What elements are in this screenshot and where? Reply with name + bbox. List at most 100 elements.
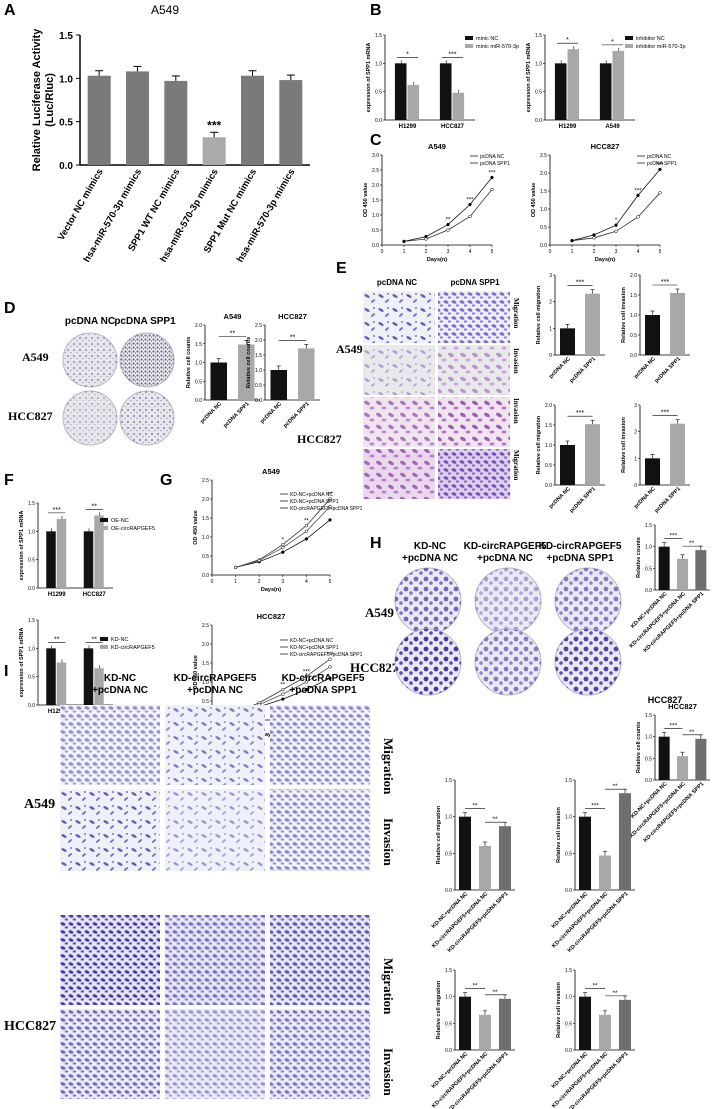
a-ylabel-line: Relative Luciferase Activity — [31, 28, 43, 172]
i2-bar — [619, 793, 631, 890]
d1-ytick-label: 2.0 — [195, 323, 202, 329]
h1-bar — [658, 546, 670, 590]
g1-ytick-label: 0.5 — [202, 554, 209, 560]
d-colony-plates — [62, 332, 175, 446]
g1-legend-label: KD-NC+pcDNA SPP1 — [290, 499, 339, 505]
c2-series-line — [571, 192, 661, 242]
h2-title: HCC827 — [668, 702, 697, 711]
i-col-header-3: KD-circRAPGEF5 +pcDNA SPP1 — [281, 673, 365, 696]
i-side-label-1: Migration — [381, 738, 396, 795]
b2-category-label: A549 — [605, 124, 620, 130]
f1-bar — [94, 515, 104, 588]
e4-category-label: pcDNA SPP1 — [654, 486, 682, 514]
g2-sig: *** — [303, 669, 311, 675]
g2-point — [304, 674, 309, 678]
i3-ylabel: Relative cell migration — [436, 980, 442, 1039]
f2-sig: ** — [54, 636, 60, 643]
panel-label-f: F — [4, 472, 14, 489]
c2-xtick-label: 1 — [571, 249, 574, 255]
d2-category-label: pcDNA NC — [259, 401, 283, 425]
c1-sig: *** — [466, 198, 474, 204]
e1-ytick-label: 0 — [549, 353, 552, 359]
c2-sig: *** — [656, 162, 664, 168]
i2-ytick-label: 0.5 — [565, 851, 572, 857]
e1-ytick-label: 2 — [549, 300, 552, 306]
b1-ytick-label: 1.0 — [375, 61, 382, 67]
h2-sig: ** — [689, 729, 695, 736]
c1-point — [490, 187, 494, 192]
b2-legend-swatch — [625, 44, 633, 48]
b1-legend-label: minic miR-570-3p — [476, 44, 519, 50]
d2-ylabel: Relative cell counts — [246, 337, 252, 388]
d-col-header-1: pcDNA NC — [64, 316, 116, 327]
h1-ytick-label: 0.5 — [645, 566, 652, 572]
h1-ytick-label: 1.0 — [645, 545, 652, 551]
g1-xtick-label: 0 — [211, 579, 214, 585]
f2-bar — [46, 648, 56, 705]
f1-legend-swatch — [100, 518, 108, 522]
c1-title: A549 — [428, 142, 446, 151]
i3-category-label: KD-NC+pcDNA NC — [431, 1051, 470, 1090]
c1-ytick-label: 1.5 — [372, 198, 379, 204]
c2-xtick-label: 4 — [637, 249, 640, 255]
e2-ytick-label: 2.0 — [630, 273, 637, 279]
i1-ytick-label: 1.5 — [445, 778, 452, 784]
f1-legend-label: OE-circRAPGEF5 — [111, 526, 155, 532]
d1-category-label: pcDNA SPP1 — [223, 401, 251, 429]
g2-legend-label: KD-NC+pcDNA NC — [290, 638, 333, 644]
f1-ytick-label: 1.0 — [28, 529, 35, 535]
d2-ytick-label: 0.0 — [255, 398, 262, 404]
i2-ytick-label: 0.0 — [565, 888, 572, 894]
d2-ytick-label: 2.0 — [255, 338, 262, 344]
h2-ytick-label: 1.5 — [645, 713, 652, 719]
f1-bar — [46, 531, 56, 588]
e-side-label-4: Migration — [512, 450, 520, 481]
c1-point — [402, 239, 406, 244]
i3-ytick-label: 1.5 — [445, 968, 452, 974]
d1-ytick-label: 1.0 — [195, 361, 202, 367]
a-bar — [241, 75, 264, 165]
f2-legend-label: KD-circRAPGEF5 — [111, 645, 155, 651]
panel-label-g: G — [160, 472, 173, 489]
e3-ytick-label: 1.0 — [545, 443, 552, 449]
b1-ytick-label: 1.5 — [375, 33, 382, 39]
g1-sig: ** — [328, 492, 333, 498]
g1-ylabel: OD 450 value — [193, 510, 199, 545]
f2-legend-swatch — [100, 637, 108, 641]
c2-point — [614, 229, 618, 233]
b2-sig: * — [566, 37, 569, 44]
e1-ylabel: Relative cell migration — [536, 285, 542, 344]
g2-point — [304, 680, 309, 684]
c2-sig: *** — [634, 188, 642, 194]
a-ylabel: Relative Luciferase Activity(Luc/Rluc) — [31, 28, 56, 172]
i3-ytick-label: 0.0 — [445, 1048, 452, 1054]
g1-point — [304, 529, 309, 533]
e3-ytick-label: 0.0 — [545, 483, 552, 489]
c2-xtick-label: 5 — [659, 249, 662, 255]
f1-bar — [56, 518, 67, 588]
f1-sig: ** — [92, 503, 98, 510]
g2-point — [281, 692, 285, 696]
i3-ytick-label: 1.0 — [445, 995, 452, 1001]
d1-ytick-label: 0.5 — [195, 379, 202, 385]
g2-ytick-label: 1.0 — [202, 680, 209, 686]
e1-bar — [560, 328, 575, 355]
g1-point — [257, 558, 261, 563]
c1-ylabel: OD 450 value — [363, 183, 369, 218]
f1-ytick-label: 0.5 — [28, 558, 35, 564]
g1-xtick-label: 5 — [329, 579, 332, 585]
i3-bar — [499, 998, 511, 1050]
c1-xlabel: Days(n) — [427, 257, 447, 263]
panel-label-c: C — [370, 132, 382, 149]
d2-ytick-label: 1.5 — [255, 353, 262, 359]
panel-label-b: B — [370, 2, 382, 19]
c2-xtick-label: 2 — [593, 249, 596, 255]
g1-xtick-label: 3 — [281, 579, 284, 585]
c1-ytick-label: 2.0 — [372, 183, 379, 189]
e3-sig: *** — [576, 410, 584, 417]
f1-category-label: HCC827 — [83, 592, 107, 598]
g1-legend-label: KD-NC+pcDNA NC — [290, 492, 333, 498]
h2-ytick-label: 0.5 — [645, 756, 652, 762]
c2-point — [592, 236, 596, 240]
b1-bar — [452, 92, 465, 120]
